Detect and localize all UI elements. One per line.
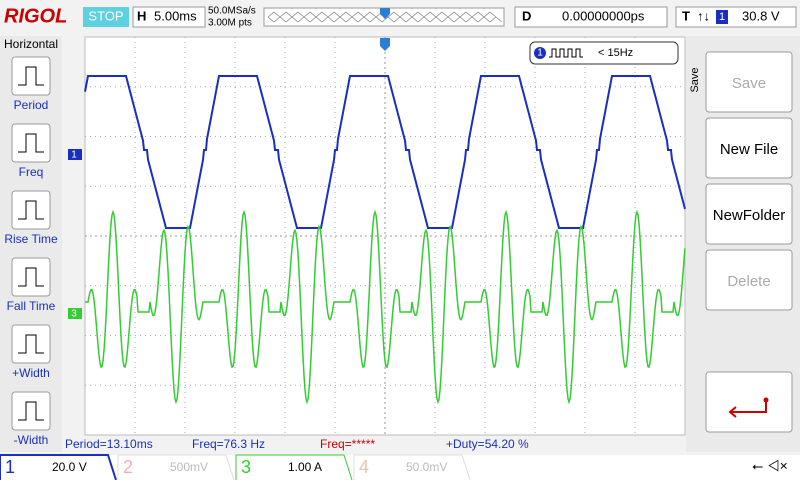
menu-button[interactable] [705,249,793,311]
usb-icon: ⭠ ◁× [752,458,788,474]
freq-box [529,41,679,65]
trigger-marker [380,38,390,51]
sample-rate: 50.0MSa/s [208,6,256,17]
menu-icon [18,401,44,421]
right-menu-title: Save [689,67,701,92]
channel-number: 4 [359,457,369,477]
channel-number: 2 [123,457,133,477]
menu-icon [18,334,44,354]
trigger-source-badge [716,10,728,24]
freq-text: < 15Hz [598,47,633,59]
menu-button-label: NewFolder [713,207,786,224]
ch3-marker [68,308,82,319]
ch1-waveform [84,75,686,229]
menu-icon [18,133,44,153]
menu-button-label: Save [732,75,766,92]
menu-button-label: New File [720,141,778,158]
menu-button[interactable] [11,56,51,96]
menu-button[interactable] [11,324,51,364]
trigger-level: 30.8 V [742,8,780,23]
trigger-box[interactable] [675,6,797,28]
brand: RIGOL [4,5,67,27]
left-menu-title: Horizontal [4,37,58,51]
channel-tab[interactable] [117,454,235,481]
menu-label: Fall Time [7,299,56,313]
menu-button[interactable] [11,190,51,230]
ch1-marker-label: 1 [71,150,77,161]
ch3-marker-label: 3 [71,309,77,320]
measurement: Freq=***** [320,437,375,451]
menu-icon [18,267,44,287]
trigger-source: 1 [719,11,725,23]
channel-scale: 20.0 V [52,460,87,474]
measurement: Freq=76.3 Hz [192,437,265,451]
menu-label: Rise Time [4,232,58,246]
ch3-waveform [85,209,686,405]
menu-button[interactable] [705,183,793,245]
memory-depth: 3.00M pts [208,18,252,29]
channel-scale: 500mV [170,460,208,474]
channel-tab[interactable] [353,454,471,481]
back-button[interactable] [705,371,793,433]
channel-number: 1 [5,457,15,477]
freq-channel: 1 [537,48,543,59]
back-icon [728,400,767,418]
delay: 0.00000000ps [562,8,645,23]
left-menu [0,36,62,452]
menu-label: Freq [19,165,44,179]
menu-icon [18,66,44,86]
menu-button[interactable] [11,257,51,297]
menu-button[interactable] [705,117,793,179]
pulse-icon [549,48,583,58]
menu-button[interactable] [11,123,51,163]
menu-button[interactable] [11,391,51,431]
channel-number: 3 [241,457,251,477]
menu-button[interactable] [705,51,793,113]
freq-channel-badge [534,47,546,59]
back-icon-dot [763,397,769,403]
timebase: 5.00ms [154,8,197,23]
trigger-edge-icon: ↑↓ [697,8,710,23]
delay-box[interactable] [514,6,668,28]
trigger-label: T [682,8,690,23]
timebase-label: H [137,8,146,23]
ch1-marker [68,149,82,160]
measurement: +Duty=54.20 % [446,437,529,451]
channel-scale: 50.0mV [406,460,447,474]
channel-tab[interactable] [235,454,353,481]
status-badge [83,7,129,27]
menu-button-label: Delete [727,273,770,290]
channel-tab[interactable] [0,454,117,481]
menu-label: +Width [12,366,50,380]
delay-label: D [522,8,531,23]
timebase-box[interactable] [132,6,206,28]
menu-label: Period [14,98,49,112]
trigger-position [380,8,390,19]
menu-label: -Width [14,433,49,447]
status: STOP [88,8,123,23]
channel-scale: 1.00 A [288,460,322,474]
measurement: Period=13.10ms [65,437,153,451]
menu-icon [18,200,44,220]
